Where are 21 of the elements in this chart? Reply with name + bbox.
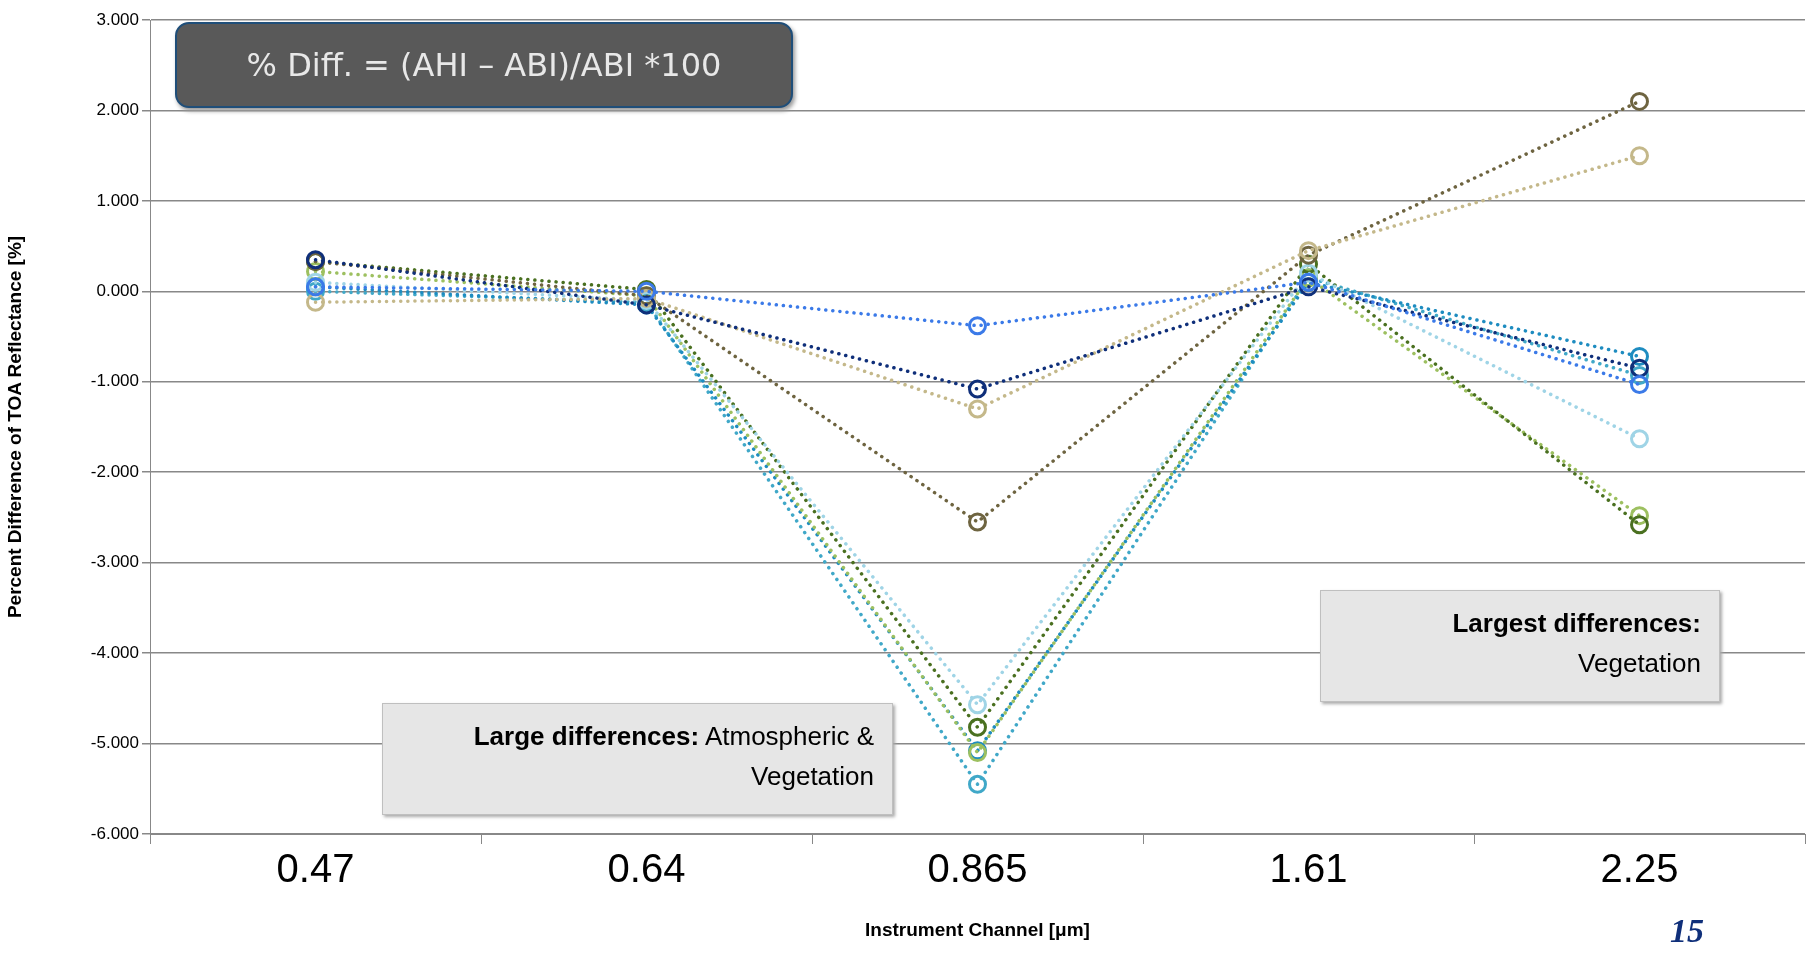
y-tick-label: -3.000	[90, 552, 139, 572]
y-tick-label: -2.000	[90, 461, 139, 481]
y-tick-label: 1.000	[96, 190, 139, 210]
y-tick-label: 3.000	[96, 9, 139, 29]
x-tick-label: 1.61	[1269, 846, 1348, 891]
y-tick-label: -5.000	[90, 733, 139, 753]
x-tick-label: 0.47	[276, 846, 355, 891]
x-tick-label: 0.865	[927, 846, 1028, 891]
y-tick-label: -1.000	[90, 371, 139, 391]
y-tick-label: -4.000	[90, 642, 139, 662]
formula-box: % Diff. = (AHI – ABI)/ABI *100	[175, 22, 793, 108]
callout-box: Largest differences: Vegetation	[1320, 590, 1720, 702]
x-axis-title: Instrument Channel [μm]	[865, 918, 1090, 940]
x-tick-label: 0.64	[607, 846, 686, 891]
x-tick-label: 2.25	[1600, 846, 1679, 891]
callout-box: Large differences: Atmospheric & Vegetation	[382, 703, 893, 815]
y-axis-title: Percent Difference of TOA Reflectance [%]	[3, 235, 25, 619]
text: 15	[1670, 912, 1704, 950]
y-tick-label: 0.000	[96, 281, 139, 301]
y-tick-label: 2.000	[96, 100, 139, 120]
y-tick-label: -6.000	[90, 823, 139, 843]
